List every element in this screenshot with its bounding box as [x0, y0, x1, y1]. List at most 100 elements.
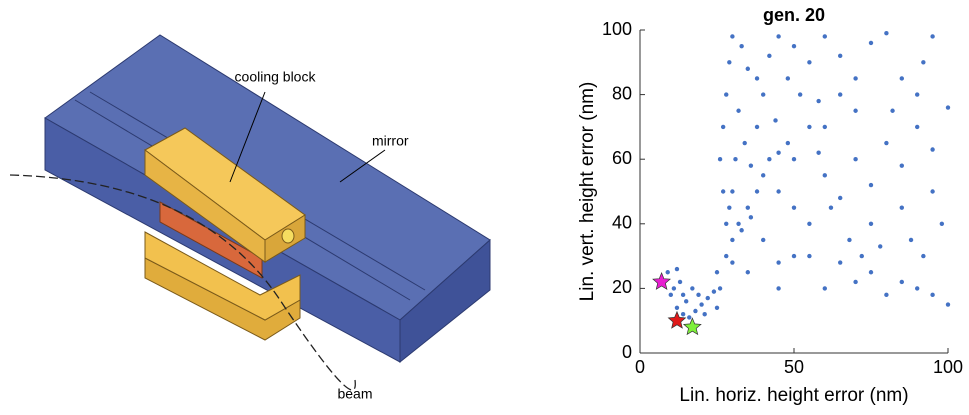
point — [909, 238, 913, 242]
point — [736, 109, 740, 113]
point — [878, 244, 882, 248]
point — [718, 157, 722, 161]
point — [838, 92, 842, 96]
point — [853, 109, 857, 113]
point — [767, 157, 771, 161]
point — [853, 280, 857, 284]
page: cooling block mirror beam gen. 20 Lin. ho… — [0, 0, 969, 410]
point — [807, 125, 811, 129]
point — [860, 254, 864, 258]
point — [853, 157, 857, 161]
y-tick-label: 80 — [612, 83, 632, 103]
label: mirror — [372, 133, 409, 149]
x-tick-label: 50 — [784, 357, 804, 377]
point — [869, 270, 873, 274]
point — [921, 254, 925, 258]
point — [712, 289, 716, 293]
point — [721, 125, 725, 129]
point — [761, 92, 765, 96]
point — [761, 238, 765, 242]
point — [724, 92, 728, 96]
point — [823, 286, 827, 290]
point — [915, 125, 919, 129]
point — [672, 286, 676, 290]
mirror-diagram: cooling block mirror beam — [10, 35, 490, 402]
point — [829, 205, 833, 209]
point — [798, 92, 802, 96]
y-tick-label: 100 — [602, 19, 632, 39]
point — [727, 205, 731, 209]
point — [724, 222, 728, 226]
point — [739, 44, 743, 48]
point — [755, 125, 759, 129]
star-marker — [653, 273, 670, 289]
point — [930, 293, 934, 297]
chart-title: gen. 20 — [763, 5, 825, 25]
y-tick-label: 40 — [612, 213, 632, 233]
point — [776, 151, 780, 155]
point — [890, 109, 894, 113]
point — [733, 157, 737, 161]
point — [746, 67, 750, 71]
point — [792, 44, 796, 48]
point — [721, 189, 725, 193]
point — [687, 315, 691, 319]
point — [669, 293, 673, 297]
point — [847, 238, 851, 242]
y-tick-label: 60 — [612, 148, 632, 168]
point — [702, 312, 706, 316]
point — [946, 105, 950, 109]
point — [730, 238, 734, 242]
point — [807, 254, 811, 258]
point — [675, 267, 679, 271]
point — [816, 151, 820, 155]
point — [749, 163, 753, 167]
point — [823, 173, 827, 177]
point — [739, 228, 743, 232]
point — [869, 41, 873, 45]
point — [706, 296, 710, 300]
point — [724, 254, 728, 258]
point — [776, 260, 780, 264]
point — [915, 92, 919, 96]
point — [761, 173, 765, 177]
x-axis-label: Lin. horiz. height error (nm) — [679, 385, 908, 406]
x-tick-label: 100 — [933, 357, 963, 377]
point — [838, 54, 842, 58]
point — [900, 76, 904, 80]
point — [900, 280, 904, 284]
point — [823, 34, 827, 38]
point — [681, 293, 685, 297]
point — [746, 270, 750, 274]
point — [807, 60, 811, 64]
point — [696, 293, 700, 297]
point — [869, 183, 873, 187]
point — [693, 309, 697, 313]
point — [699, 302, 703, 306]
point — [776, 286, 780, 290]
point — [900, 163, 904, 167]
point — [755, 189, 759, 193]
figure: cooling block mirror beam gen. 20 Lin. ho… — [0, 0, 969, 410]
point — [776, 34, 780, 38]
point — [930, 189, 934, 193]
point — [940, 222, 944, 226]
y-axis-label: Lin. vert. height error (nm) — [577, 82, 598, 302]
point — [884, 31, 888, 35]
point — [792, 254, 796, 258]
point — [838, 196, 842, 200]
point — [838, 260, 842, 264]
point — [853, 76, 857, 80]
point — [792, 205, 796, 209]
point — [823, 125, 827, 129]
point — [792, 157, 796, 161]
scatter-plot: gen. 20 Lin. horiz. height error (nm) Lin.… — [577, 5, 963, 406]
point — [900, 205, 904, 209]
point — [773, 118, 777, 122]
point — [666, 270, 670, 274]
y-tick-label: 0 — [622, 342, 632, 362]
point — [730, 34, 734, 38]
x-tick-label: 0 — [635, 357, 645, 377]
point — [776, 189, 780, 193]
point — [690, 286, 694, 290]
